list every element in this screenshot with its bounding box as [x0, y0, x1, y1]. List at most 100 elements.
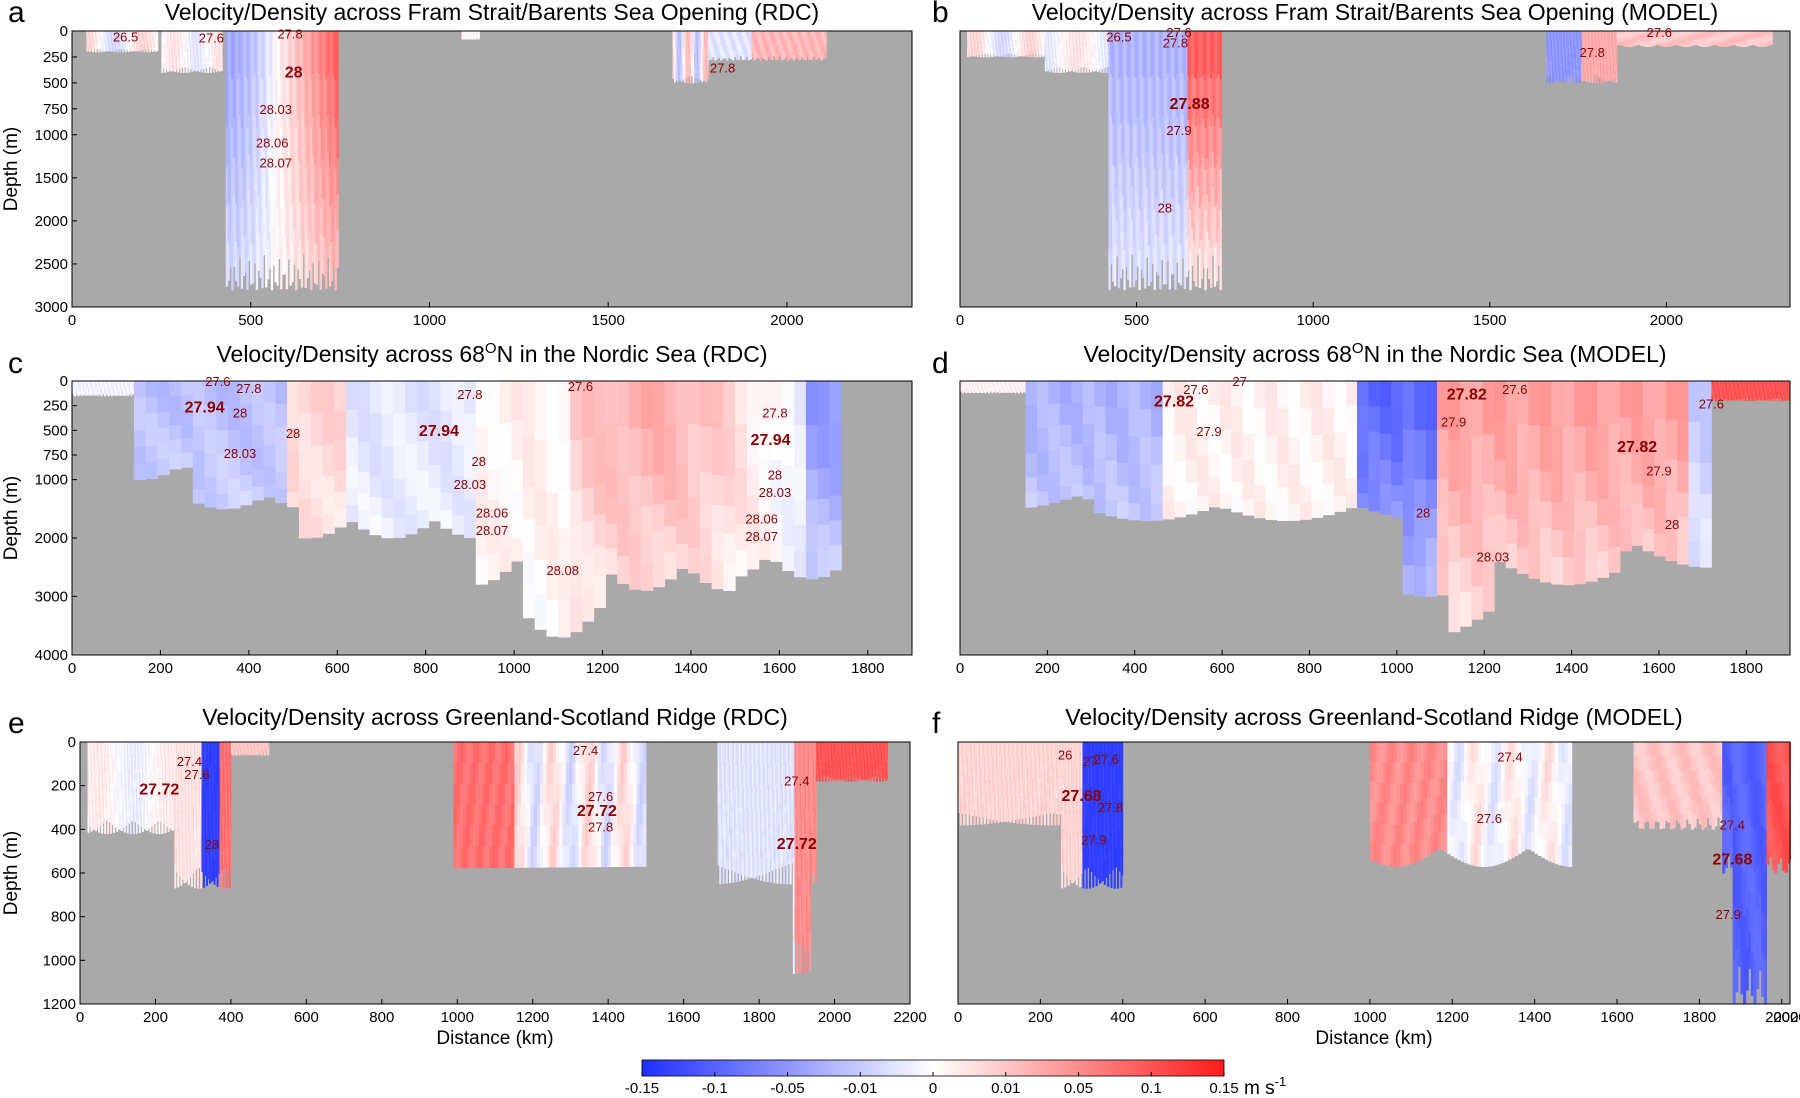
- velocity-cell: [716, 40, 719, 46]
- velocity-cell: [1003, 386, 1006, 389]
- velocity-cell: [113, 34, 116, 39]
- velocity-cell: [1577, 62, 1580, 71]
- velocity-cell: [996, 31, 999, 36]
- velocity-cell: [473, 34, 475, 37]
- velocity-cell: [87, 390, 91, 394]
- velocity-cell: [1554, 64, 1557, 74]
- velocity-cell: [101, 772, 104, 789]
- velocity-cell: [93, 46, 96, 50]
- velocity-cell: [1155, 160, 1158, 198]
- velocity-cell: [968, 386, 971, 390]
- velocity-cell: [1075, 51, 1078, 59]
- velocity-cell: [1060, 31, 1063, 39]
- density-contour-label: 27.8: [1580, 45, 1605, 60]
- velocity-cell: [714, 31, 717, 37]
- velocity-cell: [1016, 34, 1019, 40]
- velocity-cell: [1254, 381, 1267, 409]
- velocity-cell: [1570, 39, 1573, 49]
- velocity-cell: [1566, 62, 1568, 71]
- density-contour-label: 27.9: [1646, 464, 1671, 479]
- velocity-cell: [274, 124, 277, 166]
- density-contour-label: 27.94: [185, 400, 225, 417]
- velocity-cell: [1783, 395, 1786, 400]
- velocity-cell: [1637, 37, 1641, 41]
- velocity-cell: [1036, 39, 1039, 45]
- velocity-cell: [129, 34, 132, 38]
- velocity-cell: [1482, 434, 1495, 486]
- velocity-cell: [1022, 39, 1025, 44]
- velocity-cell: [1689, 35, 1693, 39]
- velocity-cell: [1697, 35, 1701, 39]
- velocity-cell: [1161, 154, 1164, 190]
- velocity-cell: [970, 390, 973, 393]
- velocity-cell: [199, 50, 202, 58]
- velocity-cell: [246, 168, 249, 210]
- velocity-cell: [167, 64, 170, 73]
- velocity-cell: [1119, 163, 1123, 202]
- velocity-cell: [201, 58, 204, 66]
- velocity-cell: [1666, 31, 1670, 35]
- velocity-cell: [678, 64, 681, 73]
- velocity-cell: [236, 126, 240, 168]
- velocity-cell: [1000, 39, 1003, 45]
- velocity-cell: [808, 49, 811, 56]
- velocity-cell: [92, 814, 95, 830]
- velocity-cell: [1744, 381, 1747, 385]
- velocity-cell: [416, 440, 430, 472]
- velocity-cell: [965, 390, 968, 394]
- velocity-cell: [1153, 127, 1156, 170]
- velocity-cell: [133, 47, 136, 52]
- velocity-cell: [207, 44, 210, 53]
- velocity-cell: [1023, 47, 1026, 52]
- velocity-cell: [1046, 31, 1049, 39]
- velocity-cell: [1092, 57, 1095, 65]
- velocity-cell: [205, 61, 208, 68]
- velocity-cell: [1772, 395, 1775, 399]
- velocity-cell: [800, 48, 804, 54]
- velocity-cell: [1174, 434, 1187, 463]
- velocity-cell: [116, 801, 119, 817]
- velocity-cell: [786, 35, 790, 42]
- velocity-cell: [722, 44, 725, 50]
- velocity-cell: [227, 77, 230, 125]
- x-tick-label: 1000: [1297, 312, 1330, 329]
- velocity-cell: [1085, 43, 1088, 50]
- velocity-cell: [266, 31, 270, 78]
- velocity-cell: [123, 46, 126, 50]
- velocity-cell: [581, 587, 595, 622]
- velocity-cell: [1170, 121, 1173, 162]
- velocity-cell: [127, 44, 130, 49]
- velocity-cell: [1591, 65, 1594, 75]
- velocity-cell: [110, 772, 113, 789]
- velocity-cell: [90, 771, 93, 788]
- velocity-cell: [1759, 36, 1763, 40]
- velocity-cell: [1099, 44, 1102, 52]
- velocity-cell: [96, 381, 100, 384]
- velocity-cell: [733, 48, 737, 53]
- velocity-cell: [1024, 47, 1027, 53]
- velocity-cell: [1106, 31, 1109, 38]
- velocity-cell: [1017, 43, 1020, 49]
- velocity-cell: [1717, 33, 1722, 37]
- velocity-cell: [770, 381, 783, 421]
- velocity-cell: [1030, 52, 1033, 58]
- velocity-cell: [1546, 39, 1549, 49]
- velocity-cell: [228, 454, 241, 480]
- velocity-cell: [104, 43, 107, 48]
- velocity-cell: [1753, 381, 1756, 385]
- density-contour-label: 27.94: [751, 432, 791, 449]
- velocity-cell: [688, 46, 691, 55]
- velocity-cell: [1694, 35, 1698, 39]
- velocity-cell: [1194, 167, 1198, 208]
- velocity-cell: [1635, 33, 1639, 37]
- velocity-cell: [1179, 125, 1183, 168]
- velocity-cell: [172, 31, 175, 39]
- velocity-cell: [1037, 34, 1040, 40]
- velocity-cell: [570, 491, 583, 527]
- velocity-cell: [1654, 418, 1667, 458]
- velocity-cell: [987, 381, 991, 384]
- velocity-cell: [1692, 35, 1696, 39]
- velocity-cell: [985, 48, 988, 54]
- velocity-cell: [1714, 397, 1718, 402]
- velocity-cell: [104, 787, 107, 804]
